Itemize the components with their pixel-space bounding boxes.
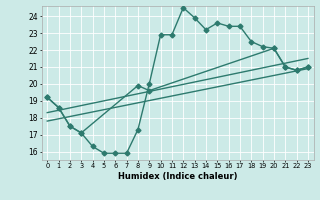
X-axis label: Humidex (Indice chaleur): Humidex (Indice chaleur)	[118, 172, 237, 181]
